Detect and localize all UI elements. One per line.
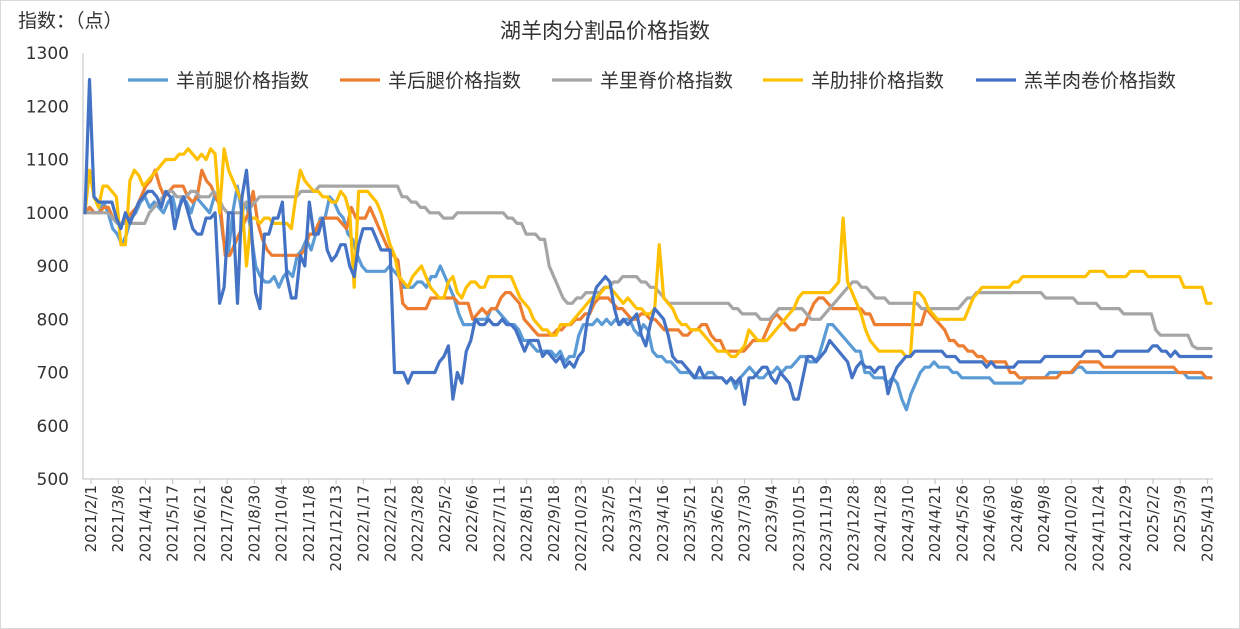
series-line-4: [83, 77, 1213, 406]
x-tick-label: 2022/10/23: [572, 485, 590, 571]
x-tick-label: 2022/3/28: [409, 485, 427, 562]
x-tick-label: 2021/3/8: [109, 485, 127, 552]
x-tick-label: 2022/6/6: [463, 485, 481, 552]
unit-label: 指数：（点）: [18, 10, 123, 32]
x-tick-label: 2023/12/28: [844, 485, 862, 571]
x-axis: 2021/2/1 2021/3/8 2021/4/12 2021/5/17 2021/6…: [82, 478, 1216, 571]
x-tick-label: 2024/11/24: [1089, 485, 1107, 571]
y-tick-label: 900: [37, 257, 69, 277]
x-tick-label: 2021/2/1: [82, 485, 100, 552]
x-tick-label: 2021/12/13: [327, 485, 345, 571]
x-tick-label: 2024/4/21: [926, 485, 944, 562]
y-axis: 500 600 700 800 900 1000 1100 1200 1300: [26, 44, 84, 490]
x-tick-label: 2023/3/12: [627, 485, 645, 562]
x-tick-label: 2023/2/5: [599, 485, 617, 552]
x-tick-label: 2023/5/21: [681, 485, 699, 562]
x-tick-label: 2023/4/16: [654, 485, 672, 562]
x-tick-label: 2024/12/29: [1117, 485, 1135, 571]
x-tick-label: 2024/6/30: [981, 485, 999, 562]
legend-label-4: 羔羊肉卷价格指数: [1024, 70, 1176, 92]
y-tick-label: 600: [37, 417, 69, 437]
x-tick-label: 2024/5/26: [953, 485, 971, 562]
y-tick-label: 1100: [26, 151, 69, 171]
x-tick-label: 2021/7/26: [218, 485, 236, 562]
x-tick-label: 2024/9/8: [1035, 485, 1053, 552]
x-tick-label: 2024/10/20: [1062, 485, 1080, 571]
x-tick-label: 2021/6/21: [191, 485, 209, 562]
legend-label-2: 羊里脊价格指数: [600, 70, 733, 92]
x-tick-label: 2024/1/28: [872, 485, 890, 562]
x-tick-label: 2021/10/4: [273, 485, 291, 562]
x-tick-label: 2023/10/15: [790, 485, 808, 571]
x-tick-label: 2022/8/15: [518, 485, 536, 562]
series-lines: [83, 77, 1213, 412]
x-tick-label: 2021/4/12: [136, 485, 154, 562]
x-tick-label: 2021/5/17: [164, 485, 182, 562]
x-tick-label: 2024/3/10: [899, 485, 917, 562]
x-tick-label: 2023/9/4: [763, 485, 781, 552]
x-tick-label: 2021/11/8: [300, 485, 318, 562]
x-tick-label: 2023/11/19: [817, 485, 835, 571]
x-tick-label: 2025/3/9: [1171, 485, 1189, 552]
y-tick-label: 1200: [26, 97, 69, 117]
series-line-1: [83, 168, 1213, 380]
x-tick-label: 2023/7/30: [735, 485, 753, 562]
legend-label-1: 羊后腿价格指数: [388, 70, 521, 92]
x-tick-label: 2021/8/30: [245, 485, 263, 562]
y-tick-label: 800: [37, 310, 69, 330]
legend-label-0: 羊前腿价格指数: [176, 70, 309, 92]
x-tick-label: 2025/2/2: [1144, 485, 1162, 552]
legend: 羊前腿价格指数 羊后腿价格指数 羊里脊价格指数 羊肋排价格指数 羔羊肉卷价格指数: [128, 70, 1176, 92]
x-tick-label: 2022/1/17: [354, 485, 372, 562]
legend-label-3: 羊肋排价格指数: [811, 70, 944, 92]
chart-title: 湖羊肉分割品价格指数: [500, 19, 710, 43]
x-tick-label: 2022/9/18: [545, 485, 563, 562]
y-tick-label: 1000: [26, 204, 69, 224]
x-tick-label: 2022/7/11: [490, 485, 508, 562]
x-tick-label: 2025/4/13: [1198, 485, 1216, 562]
x-tick-label: 2023/6/25: [708, 485, 726, 562]
x-tick-label: 2024/8/6: [1008, 485, 1026, 552]
x-tick-label: 2022/5/2: [436, 485, 454, 552]
y-tick-label: 700: [37, 364, 69, 384]
series-line-2: [83, 184, 1213, 351]
x-tick-label: 2022/2/21: [382, 485, 400, 562]
y-tick-label: 500: [37, 470, 69, 490]
y-tick-label: 1300: [26, 44, 69, 64]
